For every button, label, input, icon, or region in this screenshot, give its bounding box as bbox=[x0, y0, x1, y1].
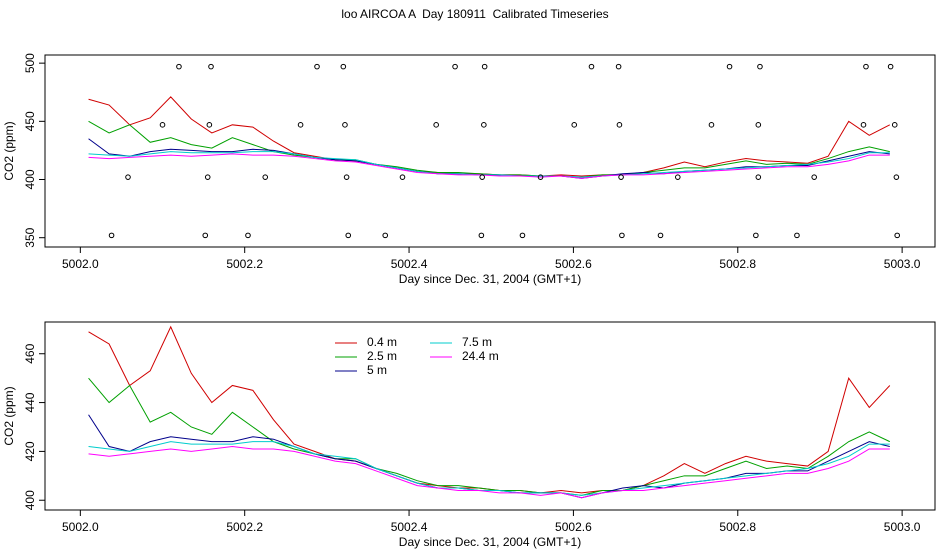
scatter-point bbox=[657, 232, 664, 239]
scatter-point bbox=[345, 232, 352, 239]
series-line bbox=[88, 153, 890, 179]
x-tick-label: 5002.8 bbox=[719, 257, 756, 271]
legend-label: 2.5 m bbox=[367, 349, 397, 363]
legend-label: 7.5 m bbox=[462, 335, 492, 349]
scatter-point bbox=[618, 174, 624, 180]
y-axis-label: CO2 (ppm) bbox=[2, 121, 16, 180]
scatter-point bbox=[481, 63, 488, 70]
y-tick-label: 400 bbox=[23, 169, 37, 189]
scatter-point bbox=[478, 232, 485, 239]
y-tick-label: 350 bbox=[23, 227, 37, 247]
x-tick-label: 5002.4 bbox=[391, 520, 428, 534]
scatter-point bbox=[755, 122, 762, 128]
scatter-point bbox=[433, 122, 439, 128]
scatter-point bbox=[297, 122, 304, 128]
scatter-point bbox=[206, 122, 213, 128]
legend-label: 24.4 m bbox=[462, 349, 499, 363]
scatter-point bbox=[125, 174, 131, 180]
scatter-point bbox=[757, 63, 763, 70]
x-tick-label: 5002.2 bbox=[226, 520, 263, 534]
x-tick-label: 5002.6 bbox=[555, 520, 592, 534]
scatter-point bbox=[399, 174, 406, 180]
x-tick-label: 5002.8 bbox=[719, 520, 756, 534]
legend-label: 5 m bbox=[367, 363, 387, 377]
legend-label: 0.4 m bbox=[367, 335, 397, 349]
scatter-point bbox=[863, 63, 869, 70]
x-tick-label: 5002.4 bbox=[391, 257, 428, 271]
series-line bbox=[88, 446, 890, 499]
scatter-point bbox=[452, 63, 458, 70]
scatter-point bbox=[887, 63, 894, 70]
scatter-point bbox=[894, 232, 900, 239]
x-tick-label: 5002.0 bbox=[62, 257, 99, 271]
scatter-point bbox=[753, 232, 759, 239]
scatter-point bbox=[588, 63, 595, 70]
y-tick-label: 460 bbox=[23, 343, 37, 363]
scatter-point bbox=[893, 174, 900, 180]
x-tick-label: 5002.2 bbox=[226, 257, 263, 271]
scatter-point bbox=[204, 174, 211, 180]
x-tick-label: 5003.0 bbox=[884, 520, 921, 534]
series-line bbox=[88, 151, 890, 178]
scatter-point bbox=[726, 63, 733, 70]
series-line bbox=[88, 120, 890, 178]
x-axis-label: Day since Dec. 31, 2004 (GMT+1) bbox=[399, 535, 581, 549]
scatter-point bbox=[314, 63, 320, 70]
scatter-point bbox=[755, 174, 762, 180]
scatter-point bbox=[708, 122, 715, 128]
series-line bbox=[88, 441, 890, 496]
scatter-point bbox=[481, 122, 487, 128]
scatter-point bbox=[571, 122, 578, 128]
scatter-point bbox=[342, 122, 348, 128]
scatter-point bbox=[208, 63, 214, 70]
x-tick-label: 5002.6 bbox=[555, 257, 592, 271]
scatter-point bbox=[479, 174, 485, 180]
scatter-point bbox=[794, 232, 800, 239]
scatter-point bbox=[202, 232, 209, 239]
scatter-point bbox=[616, 122, 623, 128]
chart-title: loo AIRCOA A Day 180911 Calibrated Times… bbox=[341, 7, 608, 21]
scatter-point bbox=[176, 63, 182, 70]
scatter-point bbox=[537, 174, 544, 180]
scatter-point bbox=[674, 174, 681, 180]
y-tick-label: 440 bbox=[23, 392, 37, 412]
scatter-point bbox=[891, 122, 898, 128]
scatter-point bbox=[340, 63, 347, 70]
scatter-point bbox=[159, 122, 166, 128]
y-tick-label: 450 bbox=[23, 111, 37, 131]
scatter-point bbox=[382, 232, 389, 239]
series-line bbox=[88, 377, 891, 496]
y-tick-label: 400 bbox=[23, 490, 37, 510]
y-tick-label: 420 bbox=[23, 441, 37, 461]
y-axis-label: CO2 (ppm) bbox=[2, 386, 16, 445]
scatter-point bbox=[343, 174, 350, 180]
scatter-point bbox=[619, 232, 625, 239]
x-axis-label: Day since Dec. 31, 2004 (GMT+1) bbox=[399, 272, 581, 286]
scatter-point bbox=[245, 232, 251, 239]
x-tick-label: 5002.0 bbox=[62, 520, 99, 534]
y-tick-label: 500 bbox=[23, 53, 37, 73]
scatter-point bbox=[860, 122, 867, 128]
scatter-point bbox=[262, 174, 269, 180]
scatter-point bbox=[811, 174, 817, 180]
x-tick-label: 5003.0 bbox=[884, 257, 921, 271]
scatter-point bbox=[108, 232, 115, 239]
scatter-point bbox=[519, 232, 526, 239]
scatter-point bbox=[615, 63, 622, 70]
